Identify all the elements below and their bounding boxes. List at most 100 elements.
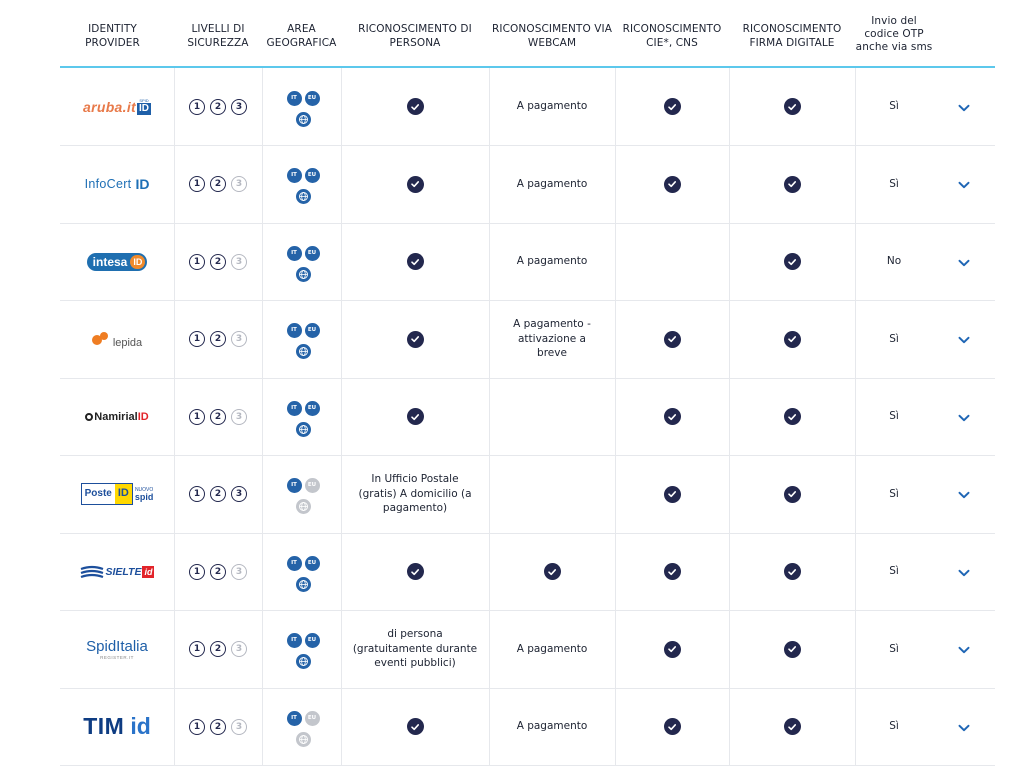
chevron-down-icon[interactable] bbox=[957, 332, 971, 346]
cell-expand[interactable] bbox=[933, 146, 995, 223]
check-icon bbox=[543, 563, 561, 580]
cell-otp: Sì bbox=[855, 611, 933, 688]
cell-otp: Sì bbox=[855, 301, 933, 378]
otp-value: Sì bbox=[889, 720, 899, 733]
cell-provider: Poste ID NUOVO spid bbox=[60, 456, 174, 533]
cell-sign bbox=[729, 688, 855, 765]
check-icon bbox=[783, 408, 801, 425]
check-icon bbox=[783, 640, 801, 658]
column-divider bbox=[341, 610, 342, 688]
chevron-down-icon[interactable] bbox=[957, 642, 971, 656]
cell-webcam bbox=[489, 456, 615, 533]
check-icon bbox=[406, 330, 424, 348]
logo-text: Spid bbox=[86, 638, 117, 655]
column-divider bbox=[855, 688, 856, 765]
geo-area: IT EU bbox=[282, 240, 322, 284]
cell-expand[interactable] bbox=[933, 688, 995, 765]
cell-cie bbox=[615, 688, 729, 765]
webcam-text: A pagamento bbox=[516, 100, 588, 113]
column-divider bbox=[489, 300, 490, 378]
provider-row-intesa: intesa ID 1 2 3 IT EU A pagamento No bbox=[60, 223, 995, 301]
cell-area: IT EU bbox=[262, 533, 341, 610]
logo-badge: Italia bbox=[116, 638, 148, 655]
cell-provider: SIELTE id bbox=[60, 533, 174, 610]
cell-expand[interactable] bbox=[933, 68, 995, 145]
column-divider bbox=[262, 610, 263, 688]
check-icon bbox=[663, 408, 681, 425]
check-icon bbox=[783, 718, 801, 735]
column-divider bbox=[729, 455, 730, 533]
column-divider bbox=[729, 223, 730, 300]
chevron-down-icon[interactable] bbox=[957, 410, 971, 424]
webcam-text: A pagamento bbox=[516, 642, 588, 655]
check-icon bbox=[783, 485, 801, 503]
column-divider bbox=[729, 145, 730, 223]
cell-webcam bbox=[489, 533, 615, 610]
provider-row-sielte: SIELTE id 1 2 3 IT EU Sì bbox=[60, 533, 995, 611]
globe-icon bbox=[295, 576, 311, 592]
column-divider bbox=[341, 533, 342, 610]
logo-sub: spid bbox=[134, 492, 154, 502]
column-divider bbox=[174, 378, 175, 455]
column-divider bbox=[174, 533, 175, 610]
provider-row-aruba: aruba.it SPID ID 1 2 3 IT EU A pagamento Sì bbox=[60, 68, 995, 146]
cell-expand[interactable] bbox=[933, 456, 995, 533]
chevron-down-icon[interactable] bbox=[957, 487, 971, 501]
provider-row-lepida: lepida 1 2 3 IT EU A pagamento - attivazione a… bbox=[60, 300, 995, 379]
security-level-3-icon: 3 bbox=[231, 486, 247, 502]
cell-cie bbox=[615, 533, 729, 610]
cell-person bbox=[341, 68, 489, 145]
column-divider bbox=[341, 68, 342, 145]
check-icon bbox=[663, 485, 681, 503]
cell-person bbox=[341, 533, 489, 610]
check-icon bbox=[663, 175, 681, 193]
check-icon bbox=[663, 640, 681, 658]
cell-provider: TIM id bbox=[60, 688, 174, 765]
check-icon bbox=[406, 253, 424, 270]
check-icon bbox=[783, 253, 801, 270]
cell-expand[interactable] bbox=[933, 533, 995, 610]
check-icon bbox=[406, 98, 424, 115]
cell-expand[interactable] bbox=[933, 611, 995, 688]
cell-expand[interactable] bbox=[933, 223, 995, 300]
italy-icon: IT bbox=[286, 633, 302, 648]
security-level-2-icon: 2 bbox=[210, 486, 226, 502]
cell-person bbox=[341, 146, 489, 223]
security-level-2-icon: 2 bbox=[210, 408, 226, 425]
logo-text: lepida bbox=[112, 337, 143, 349]
cell-area: IT EU bbox=[262, 68, 341, 145]
cell-webcam: A pagamento bbox=[489, 611, 615, 688]
column-divider bbox=[489, 68, 490, 145]
security-level-3-icon: 3 bbox=[231, 718, 247, 735]
cell-person bbox=[341, 223, 489, 300]
check-icon bbox=[406, 718, 424, 735]
provider-row-spiditalia: Spid Italia REGISTER.IT 1 2 3 IT EU di persona (… bbox=[60, 610, 995, 689]
cell-expand[interactable] bbox=[933, 378, 995, 455]
check-icon bbox=[783, 563, 801, 580]
chevron-down-icon[interactable] bbox=[957, 255, 971, 269]
security-level-1-icon: 1 bbox=[189, 253, 205, 270]
cell-provider: lepida bbox=[60, 301, 174, 378]
italy-icon: IT bbox=[286, 400, 302, 416]
column-divider bbox=[174, 455, 175, 533]
check-icon bbox=[663, 718, 681, 735]
sielte-swoosh-icon bbox=[80, 564, 104, 580]
column-divider bbox=[489, 378, 490, 455]
security-level-1-icon: 1 bbox=[189, 641, 205, 657]
logo-tag: NUOVO bbox=[134, 487, 154, 493]
cell-provider: InfoCert ID bbox=[60, 146, 174, 223]
header-in-person: RICONOSCIMENTO DI PERSONA bbox=[358, 23, 472, 49]
webcam-text: A pagamento bbox=[516, 177, 588, 190]
globe-icon bbox=[295, 344, 311, 359]
chevron-down-icon[interactable] bbox=[957, 177, 971, 191]
check-icon bbox=[663, 563, 681, 580]
chevron-down-icon[interactable] bbox=[957, 720, 971, 734]
provider-logo-lepida: lepida bbox=[91, 329, 143, 349]
column-divider bbox=[855, 68, 856, 145]
chevron-down-icon[interactable] bbox=[957, 100, 971, 114]
cell-expand[interactable] bbox=[933, 301, 995, 378]
in-person-text: In Ufficio Postale (gratis) A domicilio … bbox=[358, 473, 472, 515]
chevron-down-icon[interactable] bbox=[957, 565, 971, 579]
